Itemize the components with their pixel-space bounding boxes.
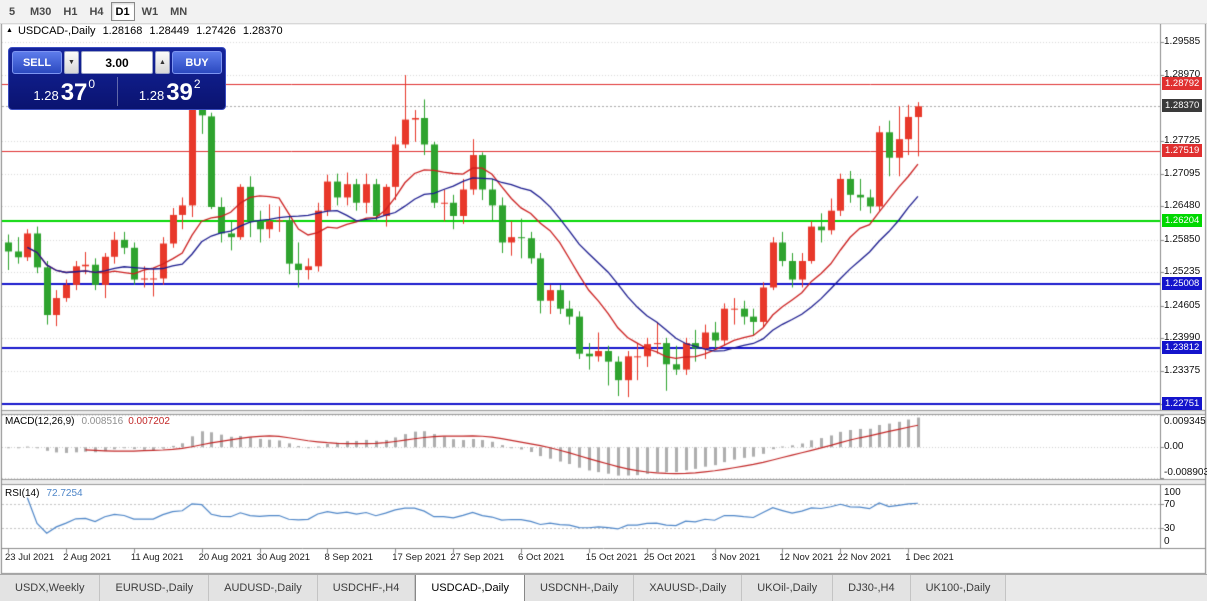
timeframe-d1[interactable]: D1 [110, 2, 135, 21]
tab-eurusd-daily[interactable]: EURUSD-,Daily [100, 575, 210, 601]
tab-dj30-h4[interactable]: DJ30-,H4 [833, 575, 911, 601]
chart-title-low: 1.27426 [196, 25, 236, 37]
sell-button[interactable]: SELL [12, 51, 62, 74]
macd-value-signal: 0.007202 [128, 416, 170, 427]
rsi-value: 72.7254 [46, 488, 83, 499]
tab-xauusd-daily[interactable]: XAUUSD-,Daily [634, 575, 743, 601]
tab-usdchf-h4[interactable]: USDCHF-,H4 [317, 575, 416, 601]
volume-decrease-icon[interactable]: ▼ [64, 51, 79, 74]
symbol-tab-bar: USDX,Weekly EURUSD-,Daily AUDUSD-,Daily USD… [0, 574, 1207, 601]
tab-audusd-daily[interactable]: AUDUSD-,Daily [209, 575, 318, 601]
rsi-indicator-label: RSI(14) 72.7254 [5, 488, 83, 499]
one-click-trading-panel: SELL ▼ ▲ BUY 1.28 37 0 1.28 39 2 [8, 47, 226, 110]
ask-price-sup: 2 [193, 77, 201, 91]
bid-price-big: 37 [60, 79, 88, 107]
ask-price-prefix: 1.28 [138, 88, 165, 103]
timeframe-w1[interactable]: W1 [137, 2, 164, 21]
chart-title: ▲ USDCAD-,Daily 1.28168 1.28449 1.27426 … [6, 25, 283, 37]
macd-name: MACD(12,26,9) [5, 416, 75, 427]
chart-title-open: 1.28168 [102, 25, 143, 37]
tab-usdcnh-daily[interactable]: USDCNH-,Daily [524, 575, 635, 601]
bid-price-prefix: 1.28 [33, 88, 59, 103]
bid-price-sup: 0 [88, 77, 96, 91]
tab-usdcad-daily[interactable]: USDCAD-,Daily [415, 575, 525, 601]
rsi-name: RSI(14) [5, 488, 40, 499]
tab-ukoil-daily[interactable]: UKOil-,Daily [742, 575, 834, 601]
timeframe-h1[interactable]: H1 [58, 2, 82, 21]
tab-usdx-weekly[interactable]: USDX,Weekly [0, 575, 101, 601]
timeframe-h4[interactable]: H4 [84, 2, 108, 21]
buy-button[interactable]: BUY [172, 51, 222, 74]
chart-marker-icon: ▲ [6, 26, 13, 34]
timeframe-m30[interactable]: M30 [25, 2, 56, 21]
macd-value-main: 0.008516 [81, 416, 124, 427]
volume-input[interactable] [81, 51, 153, 74]
volume-increase-icon[interactable]: ▲ [155, 51, 170, 74]
macd-indicator-label: MACD(12,26,9) 0.008516 0.007202 [5, 416, 170, 427]
bid-price-display[interactable]: 1.28 37 0 [12, 77, 118, 106]
chart-title-symbol: USDCAD-,Daily [17, 25, 96, 37]
timeframe-toolbar: 5 M30 H1 H4 D1 W1 MN [0, 0, 1207, 24]
timeframe-m5[interactable]: 5 [1, 2, 23, 21]
ask-price-big: 39 [166, 79, 193, 107]
chart-title-close: 1.28370 [242, 25, 283, 37]
chart-title-high: 1.28449 [149, 25, 190, 37]
ask-price-display[interactable]: 1.28 39 2 [118, 77, 223, 106]
tab-uk100-daily[interactable]: UK100-,Daily [910, 575, 1007, 601]
timeframe-mn[interactable]: MN [165, 2, 192, 21]
